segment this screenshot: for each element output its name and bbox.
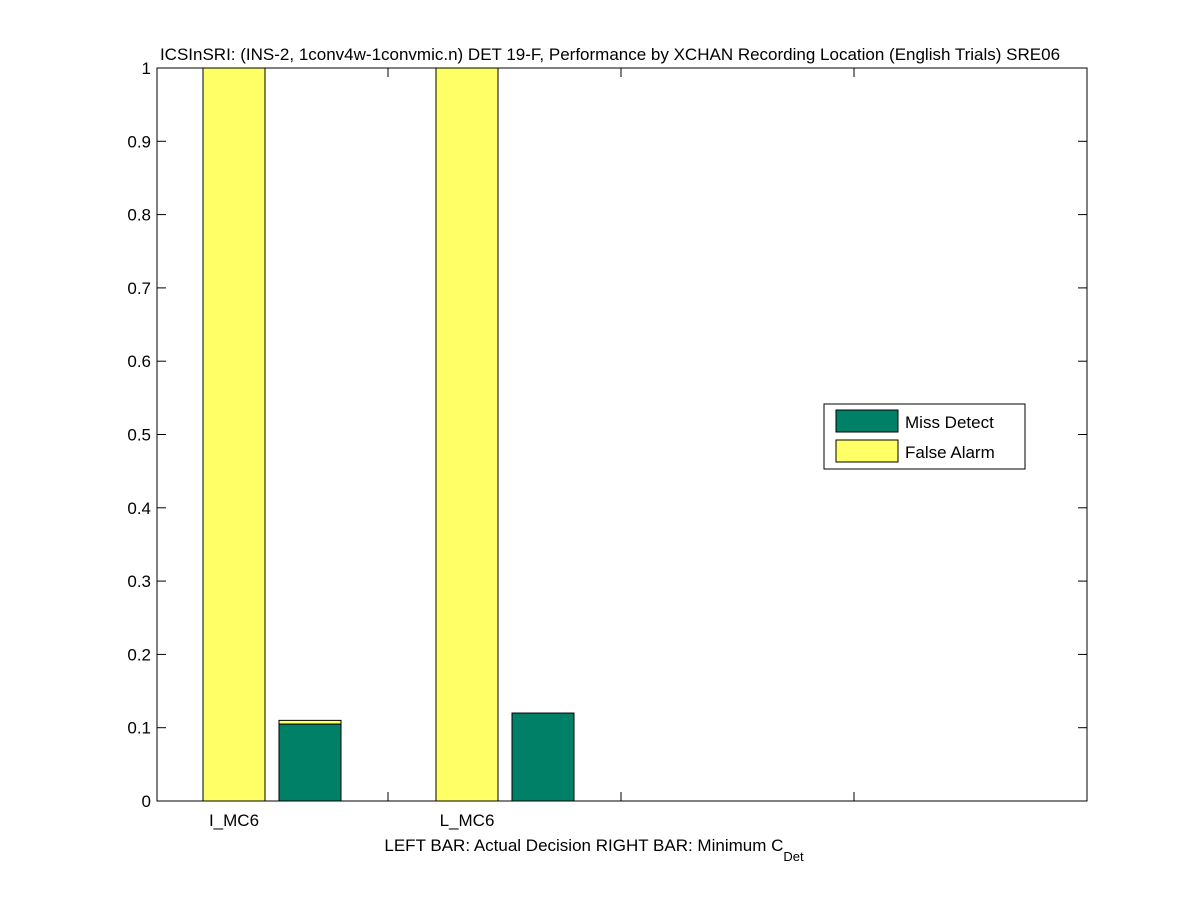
- bar-i-mc6-minimum-miss-detect: [278, 723, 342, 802]
- x-axis-label-subscript: Det: [783, 849, 804, 864]
- bars: [202, 67, 575, 802]
- y-axis: 0 0.1 0.2 0.3 0.4 0.5 0.6 0.7 0.8 0.9 1: [127, 59, 1087, 811]
- bar-l-mc6-actual-false-alarm: [435, 67, 499, 802]
- x-tick-label: L_MC6: [440, 811, 495, 830]
- y-tick-label: 0.8: [127, 206, 151, 225]
- x-axis-label: LEFT BAR: Actual Decision RIGHT BAR: Min…: [384, 836, 804, 864]
- y-tick-label: 0.6: [127, 352, 151, 371]
- y-tick-label: 0.2: [127, 645, 151, 664]
- y-tick-label: 0.7: [127, 279, 151, 298]
- legend: Miss Detect False Alarm: [823, 403, 1026, 470]
- y-tick-label: 0.5: [127, 426, 151, 445]
- y-tick-label: 0.4: [127, 499, 151, 518]
- bar-i-mc6-minimum-false-alarm: [278, 719, 342, 725]
- legend-swatch-miss-detect: [835, 409, 899, 433]
- bar-l-mc6-minimum-miss-detect: [511, 712, 575, 802]
- y-tick-label: 0.1: [127, 719, 151, 738]
- legend-swatch-false-alarm: [835, 439, 899, 463]
- x-axis: I_MC6 L_MC6: [209, 68, 855, 830]
- x-tick-label: I_MC6: [209, 811, 259, 830]
- y-tick-label: 0: [142, 792, 151, 811]
- x-axis-label-main: LEFT BAR: Actual Decision RIGHT BAR: Min…: [384, 836, 783, 855]
- bar-i-mc6-actual-false-alarm: [202, 67, 266, 802]
- legend-label-miss-detect: Miss Detect: [905, 413, 994, 432]
- y-tick-label: 0.9: [127, 132, 151, 151]
- y-tick-label: 0.3: [127, 572, 151, 591]
- legend-label-false-alarm: False Alarm: [905, 443, 995, 462]
- y-tick-label: 1: [142, 59, 151, 78]
- chart-title: ICSInSRI: (INS-2, 1conv4w-1convmic.n) DE…: [160, 45, 1060, 64]
